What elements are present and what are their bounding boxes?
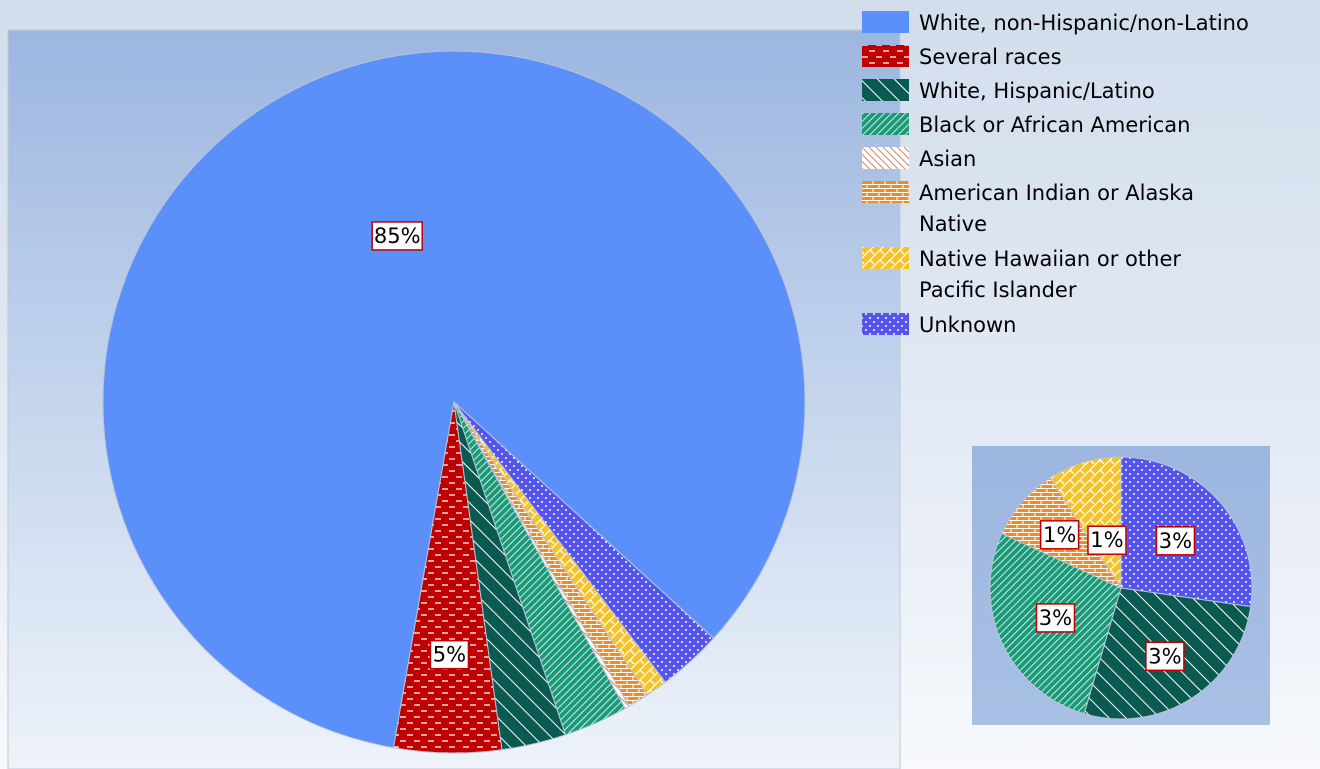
legend-item-unknown: Unknown xyxy=(862,313,1016,337)
legend-item-american-indian-or-alaska-native: American Indian or Alaska Native xyxy=(862,181,1194,236)
inset-data-label: 1% xyxy=(1039,520,1080,550)
legend-item-white-non-hispanic-non-latino: White, non-Hispanic/non-Latino xyxy=(862,11,1249,35)
inset-data-label: 1% xyxy=(1087,525,1127,555)
legend-label: Asian xyxy=(919,147,976,171)
legend-swatch xyxy=(862,313,909,335)
legend-label: White, Hispanic/Latino xyxy=(919,79,1155,103)
legend: White, non-Hispanic/non-Latino Several ra… xyxy=(862,11,1249,337)
legend-label: Native Hawaiian or other xyxy=(919,247,1181,271)
inset-plot-area: 3% 3% 3% 1% 1% xyxy=(972,446,1270,725)
main-data-label: 5% xyxy=(429,639,470,670)
legend-swatch xyxy=(862,147,909,169)
inset-slice-native-hawaiian-or-other-pacific-islander xyxy=(1049,456,1122,590)
svg-text:1%: 1% xyxy=(1090,528,1123,552)
main-slice-white-non-hispanic-non-latino xyxy=(102,50,806,749)
inset-pie xyxy=(989,456,1253,720)
legend-item-several-races: Several races xyxy=(862,45,1062,69)
legend-label: Unknown xyxy=(919,313,1016,337)
svg-text:3%: 3% xyxy=(1159,529,1192,553)
main-pie-labels: 85% 5% xyxy=(371,221,470,670)
legend-swatch xyxy=(862,45,909,67)
main-plot-area: 85% 5% xyxy=(7,29,901,769)
main-slice-unknown xyxy=(453,401,715,683)
inset-pie-labels: 3% 3% 3% 1% 1% xyxy=(1035,520,1196,672)
inset-data-label: 3% xyxy=(1155,526,1196,556)
legend-swatch xyxy=(862,11,909,33)
svg-text:85%: 85% xyxy=(374,224,421,248)
legend-swatch xyxy=(862,247,909,269)
legend-label: American Indian or Alaska xyxy=(919,181,1194,205)
main-pie xyxy=(102,50,806,754)
svg-text:5%: 5% xyxy=(433,643,466,667)
legend-item-native-hawaiian-or-other-pacific-islander: Native Hawaiian or other Pacific Islander xyxy=(862,247,1181,302)
legend-swatch xyxy=(862,181,909,203)
svg-text:3%: 3% xyxy=(1148,644,1181,668)
legend-label: Several races xyxy=(919,45,1062,69)
legend-swatch xyxy=(862,113,909,135)
legend-item-asian: Asian xyxy=(862,147,976,171)
legend-label: Native xyxy=(919,212,987,236)
legend-item-white-hispanic-latino: White, Hispanic/Latino xyxy=(862,79,1155,103)
legend-item-black-or-african-american: Black or African American xyxy=(862,113,1190,137)
main-data-label: 85% xyxy=(371,221,423,251)
svg-text:1%: 1% xyxy=(1043,523,1076,547)
legend-swatch xyxy=(862,79,909,101)
legend-label: White, non-Hispanic/non-Latino xyxy=(919,11,1249,35)
legend-label: Black or African American xyxy=(919,113,1190,137)
legend-label: Pacific Islander xyxy=(919,278,1077,302)
svg-text:3%: 3% xyxy=(1039,606,1072,630)
inset-data-label: 3% xyxy=(1145,641,1185,672)
inset-data-label: 3% xyxy=(1035,603,1076,633)
